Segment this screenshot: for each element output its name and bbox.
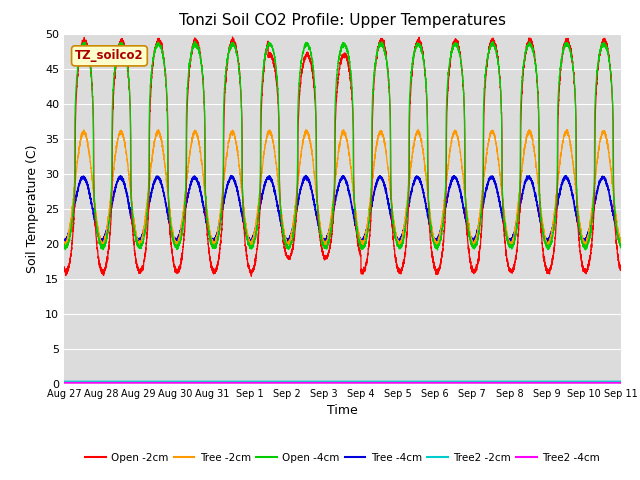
Y-axis label: Soil Temperature (C): Soil Temperature (C) bbox=[26, 144, 40, 273]
Title: Tonzi Soil CO2 Profile: Upper Temperatures: Tonzi Soil CO2 Profile: Upper Temperatur… bbox=[179, 13, 506, 28]
Legend: Open -2cm, Tree -2cm, Open -4cm, Tree -4cm, Tree2 -2cm, Tree2 -4cm: Open -2cm, Tree -2cm, Open -4cm, Tree -4… bbox=[81, 449, 604, 467]
Text: TZ_soilco2: TZ_soilco2 bbox=[75, 49, 144, 62]
X-axis label: Time: Time bbox=[327, 405, 358, 418]
